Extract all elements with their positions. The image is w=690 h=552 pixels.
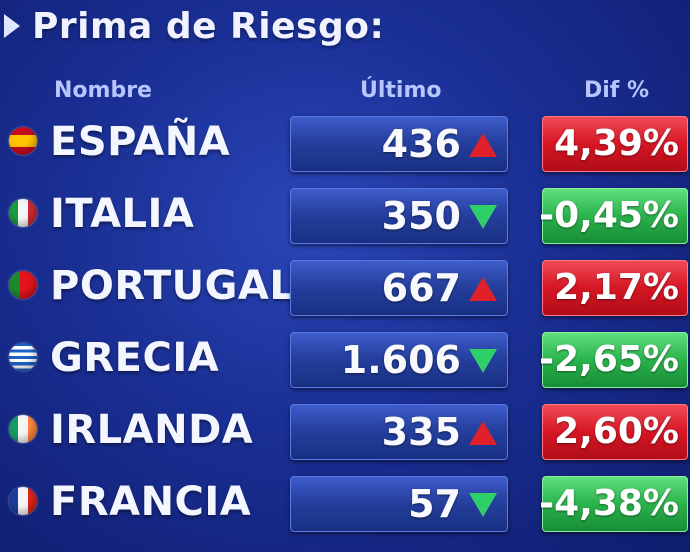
france-flag-icon <box>9 487 37 515</box>
diff-cell: -0,45% <box>539 188 688 244</box>
country-name: IRLANDA <box>50 407 254 453</box>
column-header-last: Último <box>360 78 442 103</box>
arrow-up-icon <box>469 277 497 301</box>
country-name: FRANCIA <box>50 479 252 525</box>
diff-cell: -2,65% <box>539 332 688 388</box>
last-value-cell: 350 <box>290 188 508 244</box>
column-header-diff: Dif % <box>584 78 650 103</box>
last-value-cell: 667 <box>290 260 508 316</box>
diff-cell: -4,38% <box>539 476 688 532</box>
country-name: ITALIA <box>50 191 195 237</box>
country-name: GRECIA <box>50 335 220 381</box>
table-row: ITALIA 350 -0,45% <box>0 186 690 244</box>
arrow-down-icon <box>469 205 497 229</box>
table-row: GRECIA 1.606 -2,65% <box>0 330 690 388</box>
spain-flag-icon <box>9 127 37 155</box>
table-row: PORTUGAL 667 2,17% <box>0 258 690 316</box>
diff-value: 2,17% <box>554 267 679 308</box>
table-row: IRLANDA 335 2,60% <box>0 402 690 460</box>
diff-cell: 2,60% <box>542 404 688 460</box>
arrow-up-icon <box>469 421 497 445</box>
diff-value: 4,39% <box>554 123 679 164</box>
last-value-cell: 335 <box>290 404 508 460</box>
last-value: 436 <box>381 122 461 166</box>
last-value: 667 <box>381 266 461 310</box>
title-bar: Prima de Riesgo: <box>0 0 384 52</box>
diff-value: 2,60% <box>554 411 679 452</box>
last-value: 350 <box>381 194 461 238</box>
diff-cell: 4,39% <box>542 116 688 172</box>
diff-cell: 2,17% <box>542 260 688 316</box>
table-row: ESPAÑA 436 4,39% <box>0 114 690 172</box>
last-value-cell: 1.606 <box>290 332 508 388</box>
last-value-cell: 57 <box>290 476 508 532</box>
last-value-cell: 436 <box>290 116 508 172</box>
diff-value: -4,38% <box>539 483 679 524</box>
diff-value: -0,45% <box>539 195 679 236</box>
last-value: 335 <box>381 410 461 454</box>
portugal-flag-icon <box>9 271 37 299</box>
country-name: PORTUGAL <box>50 263 296 309</box>
ireland-flag-icon <box>9 415 37 443</box>
greece-flag-icon <box>9 343 37 371</box>
last-value: 1.606 <box>340 338 461 382</box>
table-row: FRANCIA 57 -4,38% <box>0 474 690 532</box>
diff-value: -2,65% <box>539 339 679 380</box>
column-header-name: Nombre <box>54 78 152 103</box>
page-title: Prima de Riesgo: <box>32 5 385 47</box>
country-name: ESPAÑA <box>50 119 231 165</box>
italy-flag-icon <box>9 199 37 227</box>
play-arrow-icon <box>4 14 20 38</box>
arrow-down-icon <box>469 349 497 373</box>
arrow-down-icon <box>469 493 497 517</box>
last-value: 57 <box>408 482 461 526</box>
arrow-up-icon <box>469 133 497 157</box>
